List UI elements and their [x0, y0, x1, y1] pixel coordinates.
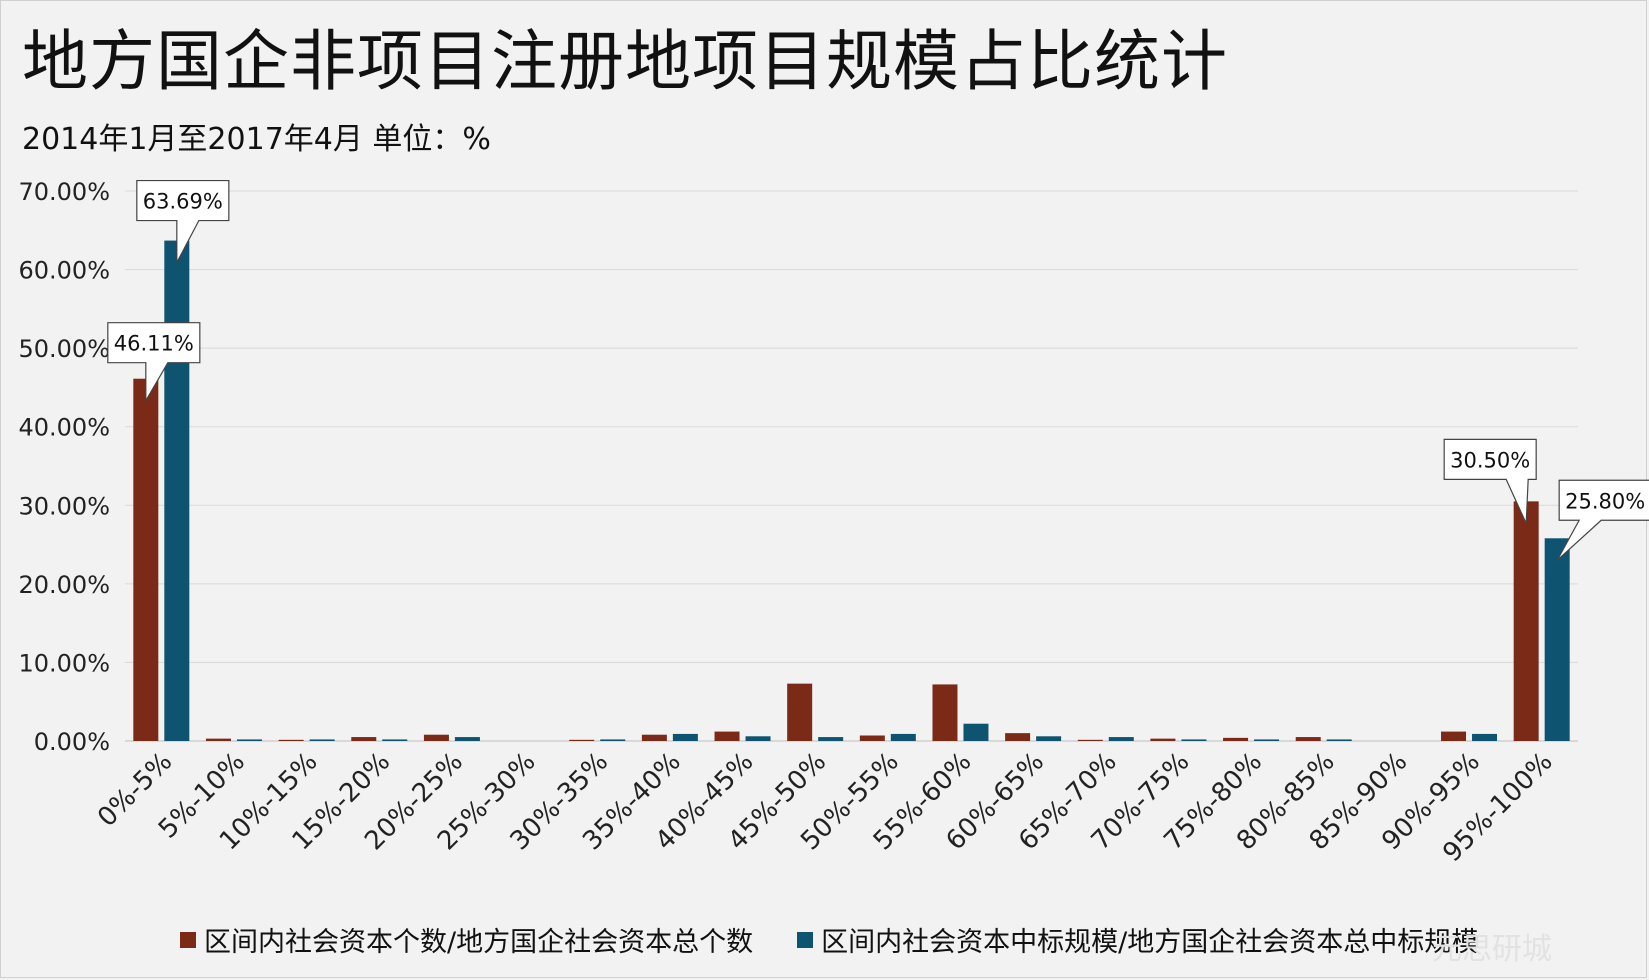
y-tick-label: 50.00% [18, 335, 110, 363]
bar-series-2 [600, 739, 626, 741]
data-callout-label: 25.80% [1565, 489, 1645, 513]
bar-series-2 [890, 733, 916, 741]
bar-series-1 [569, 739, 595, 741]
chart-legend: 区间内社会资本个数/地方国企社会资本总个数 区间内社会资本中标规模/地方国企社会… [180, 920, 1522, 959]
bar-chart: 0.00% 10.00% 20.00% 30.00% 40.00% 50.00% 60.00… [18, 178, 1649, 868]
bar-series-1 [1513, 501, 1539, 741]
y-tick-label: 70.00% [18, 178, 110, 206]
bar-series-2 [1472, 733, 1498, 741]
data-callout-label: 30.50% [1450, 448, 1530, 472]
bar-series-1 [714, 731, 740, 741]
data-callout-box [136, 179, 230, 263]
bar-series-2 [1544, 538, 1570, 741]
watermark-text: 元思研城 [1432, 932, 1552, 967]
bar-series-1 [423, 734, 449, 741]
bar-series-1 [859, 735, 885, 741]
bar-series-2 [1326, 739, 1352, 741]
bar-series-2 [1108, 737, 1134, 741]
bar-series-1 [787, 683, 813, 741]
y-tick-label: 60.00% [18, 257, 110, 285]
data-callout-label: 63.69% [143, 190, 223, 214]
legend-swatch-series-1 [180, 931, 196, 948]
bar-series-1 [1150, 738, 1176, 741]
bar-series-2 [818, 737, 844, 741]
data-callout-box [1556, 479, 1649, 561]
bar-series-1 [133, 378, 159, 741]
y-tick-label: 20.00% [18, 571, 110, 599]
bar-series-1 [641, 734, 667, 741]
y-tick-label: 10.00% [18, 649, 110, 677]
bar-series-1 [1005, 733, 1031, 741]
bar-series-1 [205, 738, 231, 741]
data-callout-box [1443, 438, 1537, 524]
bar-series-2 [672, 733, 698, 741]
y-tick-label: 0.00% [34, 728, 110, 756]
bar-series-2 [382, 739, 408, 741]
bar-series-1 [1441, 731, 1467, 741]
legend-swatch-series-2 [797, 931, 814, 948]
bar-series-1 [1077, 739, 1103, 741]
bar-series-2 [454, 737, 480, 741]
bar-series-1 [278, 739, 304, 741]
y-tick-label: 30.00% [18, 492, 110, 520]
bar-series-2 [164, 240, 190, 742]
bar-series-1 [351, 737, 377, 741]
bar-series-2 [1036, 736, 1062, 741]
bar-series-1 [1223, 737, 1249, 741]
bar-series-2 [745, 736, 771, 741]
legend-item-series-2: 区间内社会资本中标规模/地方国企社会资本总中标规模 [797, 920, 1478, 959]
y-tick-label: 40.00% [18, 414, 110, 442]
bar-series-2 [1254, 739, 1280, 741]
legend-item-series-1: 区间内社会资本个数/地方国企社会资本总个数 [180, 920, 753, 959]
bar-series-2 [309, 739, 335, 741]
bar-series-2 [1181, 739, 1207, 741]
data-callout-label: 46.11% [114, 332, 194, 356]
bar-series-2 [963, 723, 989, 741]
chart-title: 地方国企非项目注册地项目规模占比统计 [22, 23, 1228, 100]
bar-series-1 [932, 684, 958, 741]
legend-label-series-2: 区间内社会资本中标规模/地方国企社会资本总中标规模 [821, 927, 1479, 958]
bar-series-1 [1295, 737, 1321, 741]
data-callout-box [107, 322, 201, 403]
chart-subtitle: 2014年1月至2017年4月 单位：% [22, 122, 491, 157]
bar-series-2 [236, 739, 262, 741]
legend-label-series-1: 区间内社会资本个数/地方国企社会资本总个数 [204, 927, 754, 958]
